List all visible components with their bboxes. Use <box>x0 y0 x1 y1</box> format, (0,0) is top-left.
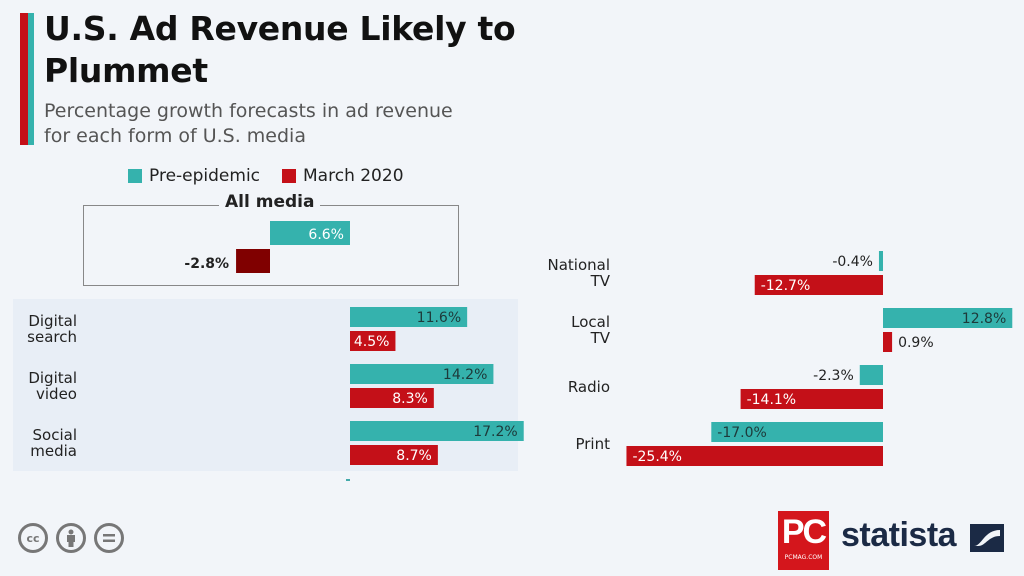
category-label-line: media <box>30 442 77 460</box>
bar-pre-digital-search <box>350 307 468 327</box>
category-label-digital-video: Digital video <box>0 370 77 402</box>
bar-march-digital-video <box>350 388 434 408</box>
category-label-line: search <box>27 328 77 346</box>
legend-item-march: March 2020 <box>282 166 404 186</box>
bar-pre-digital-search-label: 11.6% <box>417 310 461 326</box>
category-label-social-media: Social media <box>0 427 77 459</box>
category-label-line: video <box>36 385 77 403</box>
title-line-1: U.S. Ad Revenue Likely to <box>44 9 516 48</box>
pcmag-logo[interactable]: PC PCMAG.COM <box>778 511 829 570</box>
all-media-bar-march <box>236 249 270 273</box>
by-icon[interactable] <box>56 523 86 553</box>
accent-bar-red <box>20 13 28 145</box>
bar-march-digital-search <box>350 331 396 351</box>
bar-pre-digital-video-label: 14.2% <box>443 367 487 383</box>
category-label-line: TV <box>590 272 610 290</box>
bar-march-national-tv-label: -12.7% <box>761 278 811 294</box>
all-media-bar-march-label: -2.8% <box>184 256 229 272</box>
category-label-line: Local <box>571 313 610 331</box>
zero-tick <box>346 479 350 481</box>
statista-mark-icon <box>970 524 1004 552</box>
nd-icon[interactable] <box>94 523 124 553</box>
bar-march-social-media <box>350 445 438 465</box>
category-label-line: Radio <box>567 378 610 396</box>
legend-item-pre: Pre-epidemic <box>128 166 260 186</box>
bar-pre-social-media-label: 17.2% <box>473 424 517 440</box>
category-label-digital-search: Digital search <box>0 313 77 345</box>
bar-pre-digital-video <box>350 364 494 384</box>
category-label-line: Print <box>575 435 610 453</box>
category-label-line: TV <box>590 329 610 347</box>
subtitle-line-2: for each form of U.S. media <box>44 125 306 147</box>
bar-pre-print-label: -17.0% <box>717 425 767 441</box>
category-label-line: Digital <box>28 312 77 330</box>
accent-bar-teal <box>28 13 34 145</box>
pcmag-logo-text: PC <box>781 513 827 551</box>
bar-march-radio-label: -14.1% <box>747 392 797 408</box>
bar-march-print <box>626 446 883 466</box>
legend-swatch-pre <box>128 169 142 183</box>
bar-march-national-tv <box>754 275 883 295</box>
bar-pre-print <box>711 422 883 442</box>
statista-logo[interactable]: statista <box>841 516 957 554</box>
chart-title: U.S. Ad Revenue Likely to Plummet <box>44 8 516 92</box>
bar-march-local-tv-label: 0.9% <box>898 335 934 351</box>
category-label-radio: Radio <box>500 379 610 395</box>
bar-march-local-tv <box>883 332 893 352</box>
bar-pre-local-tv-label: 12.8% <box>962 311 1006 327</box>
bar-march-social-media-label: 8.7% <box>396 448 432 464</box>
license-icons: cc <box>18 523 132 553</box>
chart-subtitle: Percentage growth forecasts in ad revenu… <box>44 99 453 149</box>
bar-march-digital-search-label: 4.5% <box>354 334 390 350</box>
bar-march-radio <box>740 389 883 409</box>
legend-label-pre: Pre-epidemic <box>149 166 261 186</box>
bar-pre-radio-label: -2.3% <box>813 368 854 384</box>
bar-march-print-label: -25.4% <box>632 449 682 465</box>
title-line-2: Plummet <box>44 51 208 90</box>
category-label-line: Social <box>32 426 77 444</box>
legend: Pre-epidemic March 2020 <box>128 166 426 186</box>
all-media-title: All media <box>219 192 321 212</box>
category-label-line: National <box>547 256 610 274</box>
bar-march-digital-video-label: 8.3% <box>392 391 428 407</box>
cc-icon[interactable]: cc <box>18 523 48 553</box>
all-media-bar-pre-label: 6.6% <box>308 227 344 243</box>
legend-label-march: March 2020 <box>303 166 404 186</box>
category-label-line: Digital <box>28 369 77 387</box>
bar-pre-national-tv <box>878 251 883 271</box>
pcmag-domain: PCMAG.COM <box>784 554 823 561</box>
category-label-local-tv: Local TV <box>500 314 610 346</box>
digital-panel <box>13 299 518 471</box>
bar-pre-local-tv <box>883 308 1013 328</box>
category-label-national-tv: National TV <box>500 257 610 289</box>
legend-swatch-march <box>282 169 297 183</box>
all-media-bar-pre <box>270 221 350 245</box>
bar-pre-social-media <box>350 421 524 441</box>
category-label-print: Print <box>500 436 610 452</box>
subtitle-line-1: Percentage growth forecasts in ad revenu… <box>44 100 453 122</box>
bar-pre-national-tv-label: -0.4% <box>832 254 873 270</box>
bar-pre-radio <box>859 365 883 385</box>
